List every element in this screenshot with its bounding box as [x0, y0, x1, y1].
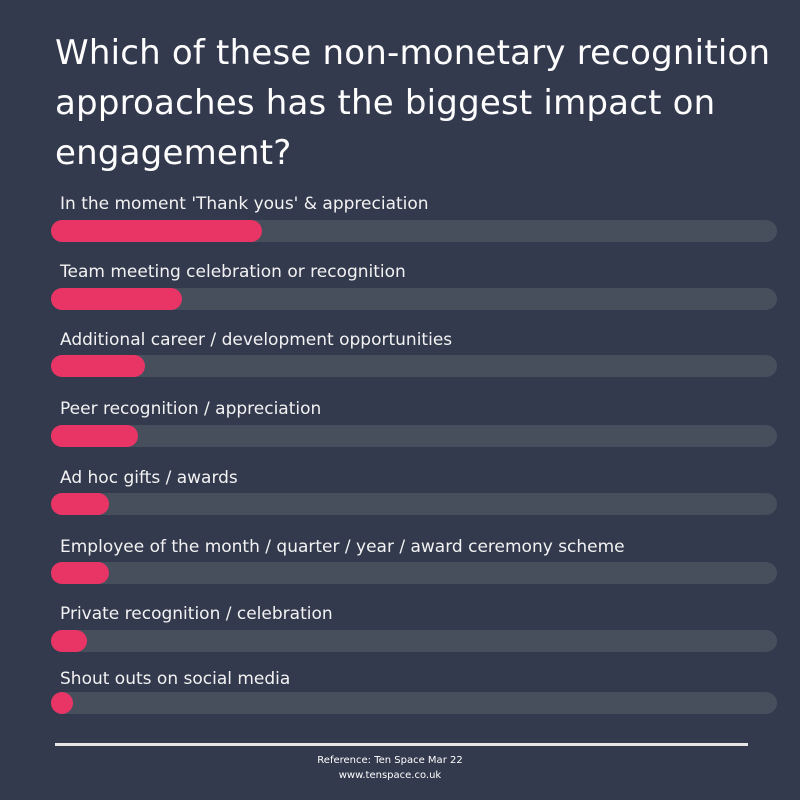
- bar-label: Shout outs on social media: [60, 669, 291, 689]
- bar: [51, 493, 110, 515]
- bar-track: [51, 355, 777, 377]
- bar-track: [51, 220, 777, 242]
- footer-reference: Reference: Ten Space Mar 22: [317, 755, 463, 766]
- bar: [51, 630, 88, 652]
- footer-divider: [55, 743, 748, 746]
- bar-track: [51, 493, 777, 515]
- bar-label: Employee of the month / quarter / year /…: [60, 537, 625, 557]
- bar-label: In the moment 'Thank yous' & appreciatio…: [60, 194, 429, 214]
- bar: [51, 288, 182, 310]
- bar-track: [51, 562, 777, 584]
- chart-title: Which of these non-monetary recognition …: [55, 33, 771, 173]
- bar: [51, 355, 146, 377]
- bar: [51, 692, 73, 714]
- bar-label: Private recognition / celebration: [60, 604, 333, 624]
- footer-website: www.tenspace.co.uk: [338, 770, 442, 781]
- bar-track: [51, 288, 777, 310]
- bar-track: [51, 630, 777, 652]
- bar: [51, 220, 262, 242]
- bar: [51, 562, 110, 584]
- bar-label: Peer recognition / appreciation: [60, 399, 322, 419]
- bar: [51, 425, 139, 447]
- bar-label: Team meeting celebration or recognition: [60, 262, 406, 282]
- bar-label: Additional career / development opportun…: [60, 330, 453, 350]
- bar-label: Ad hoc gifts / awards: [60, 468, 238, 488]
- bar-track: [51, 425, 777, 447]
- bar-track: [51, 692, 777, 714]
